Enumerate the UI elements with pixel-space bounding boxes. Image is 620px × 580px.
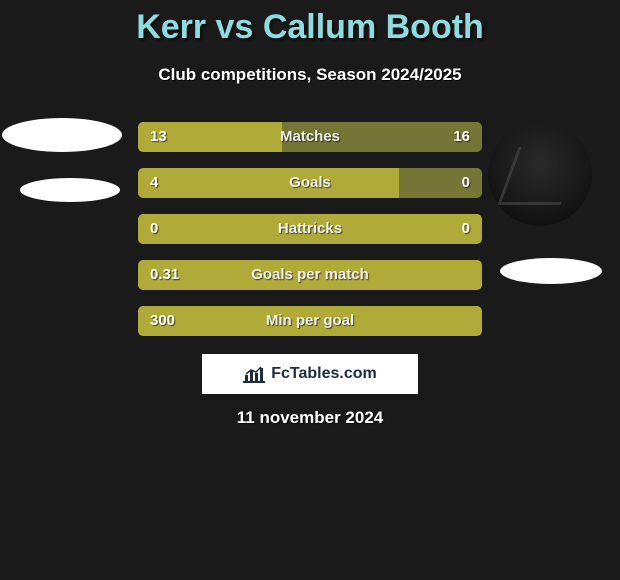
stat-bar-row: Min per goal300 xyxy=(138,306,482,336)
bar-label: Goals per match xyxy=(138,260,482,290)
date-text: 11 november 2024 xyxy=(0,408,620,428)
stat-bars: Matches1316Goals40Hattricks00Goals per m… xyxy=(138,122,482,352)
stat-bar-row: Matches13 16 xyxy=(138,122,482,152)
brand-logo[interactable]: FcTables.com xyxy=(202,354,418,394)
bar-label: Min per goal xyxy=(138,306,482,336)
page-title: Kerr vs Callum Booth xyxy=(0,0,620,47)
bar-label: Hattricks xyxy=(138,214,482,244)
stat-bar-row: Hattricks0 0 xyxy=(138,214,482,244)
stat-bar-row: Goals per match0.31 xyxy=(138,260,482,290)
bar-right-value: 16 xyxy=(453,122,470,152)
bar-label: Goals xyxy=(138,168,482,198)
player-left-shape-2 xyxy=(20,178,120,202)
bar-left-value: 300 xyxy=(150,306,175,336)
bar-left-value: 4 xyxy=(150,168,158,198)
player-right-avatar xyxy=(488,122,592,226)
chart-icon xyxy=(243,365,265,383)
bar-left-value: 13 xyxy=(150,122,167,152)
brand-text: FcTables.com xyxy=(271,365,377,383)
bar-right-value: 0 xyxy=(462,168,470,198)
bar-label: Matches xyxy=(138,122,482,152)
bar-left-value: 0.31 xyxy=(150,260,179,290)
bar-right-value: 0 xyxy=(462,214,470,244)
page-subtitle: Club competitions, Season 2024/2025 xyxy=(0,65,620,85)
player-left-shape-1 xyxy=(2,118,122,152)
player-right-shape xyxy=(500,258,602,284)
comparison-widget: Kerr vs Callum Booth Club competitions, … xyxy=(0,0,620,580)
bar-left-value: 0 xyxy=(150,214,158,244)
stat-bar-row: Goals4 0 xyxy=(138,168,482,198)
